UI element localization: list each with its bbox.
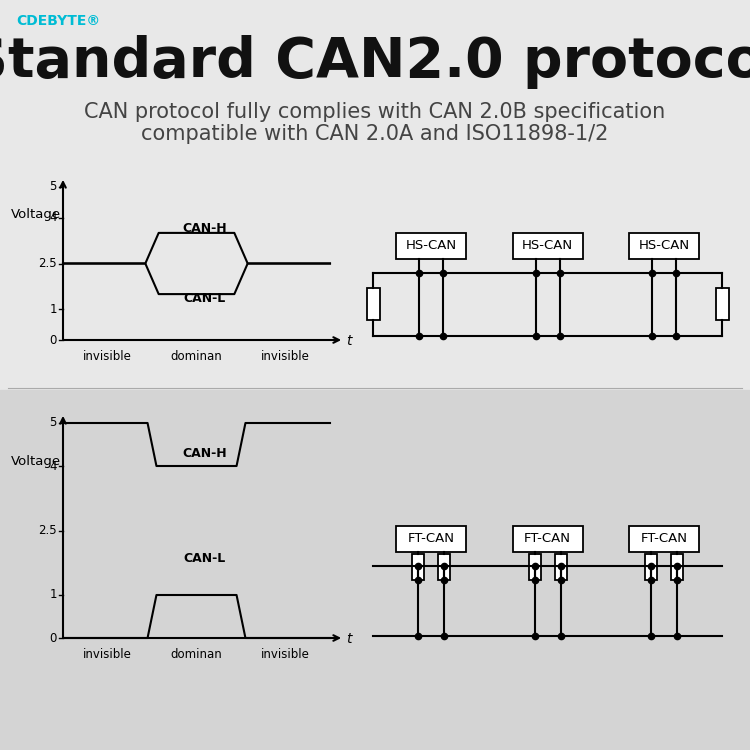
Text: FT-CAN: FT-CAN [640, 532, 687, 545]
Bar [716, 288, 728, 320]
Text: Voltage: Voltage [11, 208, 62, 221]
Text: invisible: invisible [83, 648, 132, 661]
Bar [512, 526, 583, 552]
Bar [396, 232, 466, 259]
Bar [438, 554, 450, 580]
Text: invisible: invisible [261, 350, 310, 363]
Text: compatible with CAN 2.0A and ISO11898-1/2: compatible with CAN 2.0A and ISO11898-1/… [141, 124, 609, 144]
Text: CAN-L: CAN-L [183, 552, 226, 565]
Text: invisible: invisible [83, 350, 132, 363]
Text: 4: 4 [50, 460, 57, 472]
Text: FT-CAN: FT-CAN [524, 532, 571, 545]
Text: 5: 5 [50, 181, 57, 194]
Bar [512, 232, 583, 259]
Bar [628, 232, 699, 259]
Text: 0: 0 [50, 632, 57, 644]
Text: 2.5: 2.5 [38, 524, 57, 537]
Text: CDEBYTE®: CDEBYTE® [16, 14, 100, 28]
Text: HS-CAN: HS-CAN [406, 239, 457, 252]
Text: CAN-L: CAN-L [183, 292, 226, 305]
Text: FT-CAN: FT-CAN [408, 532, 454, 545]
Text: 0: 0 [50, 334, 57, 346]
Text: 1: 1 [50, 589, 57, 602]
Bar [628, 526, 699, 552]
Text: 5: 5 [50, 416, 57, 430]
Text: Voltage: Voltage [11, 455, 62, 468]
Text: HS-CAN: HS-CAN [638, 239, 689, 252]
Bar [367, 288, 380, 320]
Text: dominan: dominan [170, 350, 222, 363]
Text: 1: 1 [50, 303, 57, 316]
Bar [529, 554, 541, 580]
Bar [645, 554, 657, 580]
Text: CAN protocol fully complies with CAN 2.0B specification: CAN protocol fully complies with CAN 2.0… [84, 102, 666, 122]
Text: HS-CAN: HS-CAN [522, 239, 573, 252]
Bar [0, 390, 750, 750]
Text: CAN-H: CAN-H [182, 222, 226, 235]
Text: CAN-H: CAN-H [182, 446, 226, 460]
Bar [554, 554, 566, 580]
Text: dominan: dominan [170, 648, 222, 661]
Bar [670, 554, 682, 580]
Bar [396, 526, 466, 552]
Bar [413, 554, 424, 580]
Text: 2.5: 2.5 [38, 257, 57, 270]
Text: Standard CAN2.0 protocol: Standard CAN2.0 protocol [0, 35, 750, 89]
Text: t: t [346, 334, 352, 348]
Text: t: t [346, 632, 352, 646]
Text: invisible: invisible [261, 648, 310, 661]
Text: 4: 4 [50, 211, 57, 224]
